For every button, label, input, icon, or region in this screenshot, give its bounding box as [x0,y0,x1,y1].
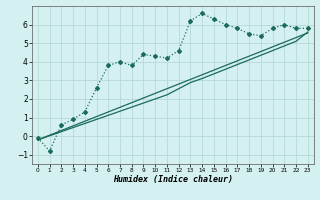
X-axis label: Humidex (Indice chaleur): Humidex (Indice chaleur) [113,175,233,184]
